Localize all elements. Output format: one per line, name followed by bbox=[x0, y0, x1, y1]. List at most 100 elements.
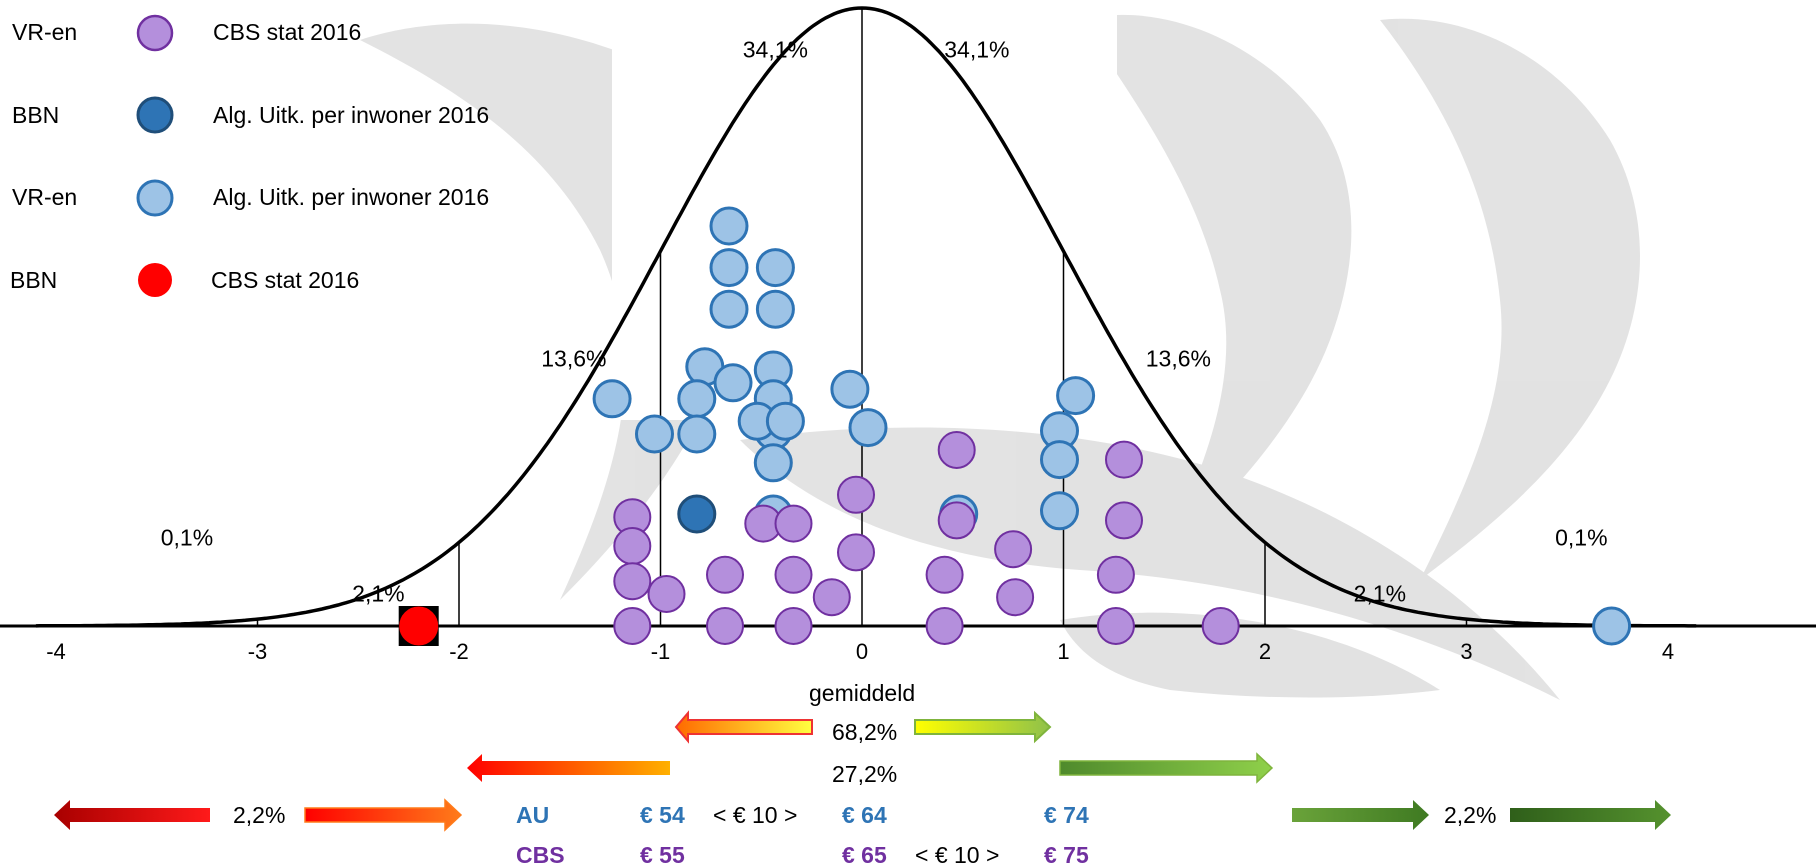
data-point bbox=[996, 578, 1035, 617]
x-tick-label: -1 bbox=[651, 639, 671, 664]
arrow-left-tail-1 bbox=[54, 800, 210, 830]
region-percentage-label: 2,1% bbox=[1354, 580, 1406, 606]
range-27-label: 27,2% bbox=[832, 761, 897, 787]
legend: VR-en CBS stat 2016 BBN Alg. Uitk. per i… bbox=[10, 14, 489, 297]
bell-curve bbox=[35, 6, 1697, 628]
x-tick-label: -2 bbox=[449, 639, 469, 664]
x-tick-label: 3 bbox=[1460, 639, 1472, 664]
data-point bbox=[937, 431, 976, 469]
arrow-right-tail-red bbox=[304, 798, 463, 832]
legend-group-2: BBN bbox=[12, 102, 59, 128]
data-point bbox=[677, 379, 717, 419]
data-point bbox=[1040, 491, 1079, 531]
data-point bbox=[774, 504, 813, 543]
x-tick-label: 2 bbox=[1259, 639, 1271, 664]
legend-marker-4 bbox=[138, 263, 172, 297]
data-point bbox=[677, 494, 717, 534]
data-point bbox=[635, 414, 674, 454]
data-point bbox=[677, 414, 717, 454]
range-68-label: 68,2% bbox=[832, 719, 897, 745]
data-point bbox=[925, 555, 964, 594]
legend-group-3: VR-en bbox=[12, 184, 77, 210]
cbs-step: < € 10 > bbox=[915, 842, 999, 868]
legend-marker-1 bbox=[136, 14, 174, 52]
arrow-right-27 bbox=[1059, 752, 1274, 784]
data-point bbox=[1096, 607, 1135, 645]
arrow-right-68 bbox=[914, 710, 1052, 744]
data-point bbox=[994, 530, 1033, 569]
au-value-2: € 64 bbox=[842, 802, 887, 828]
data-point bbox=[755, 289, 795, 329]
arrow-left-27 bbox=[467, 754, 670, 782]
data-point bbox=[937, 501, 976, 540]
data-point bbox=[592, 379, 632, 419]
data-point bbox=[613, 562, 652, 601]
legend-marker-2 bbox=[136, 96, 174, 134]
data-point bbox=[837, 533, 875, 572]
data-point bbox=[774, 555, 813, 594]
cbs-value-3: € 75 bbox=[1044, 842, 1089, 868]
region-percentage-label: 0,1% bbox=[161, 525, 213, 551]
arrow-right-tail-1 bbox=[1292, 800, 1429, 830]
data-point bbox=[709, 248, 749, 288]
left-tail-label: 2,2% bbox=[233, 802, 285, 828]
cbs-value-2: € 65 bbox=[842, 842, 887, 868]
au-value-3: € 74 bbox=[1044, 802, 1089, 828]
x-axis-ticks: -4 -3 -2 -1 0 1 2 3 4 bbox=[46, 639, 1674, 664]
data-point bbox=[1056, 376, 1096, 416]
data-point bbox=[848, 408, 888, 448]
au-label: AU bbox=[516, 802, 549, 828]
region-percentage-label: 2,1% bbox=[352, 580, 404, 606]
data-point bbox=[713, 363, 753, 403]
region-percentage-label: 34,1% bbox=[743, 36, 808, 62]
legend-group-1: VR-en bbox=[12, 19, 77, 45]
region-percentage-label: 13,6% bbox=[541, 345, 606, 371]
data-point bbox=[755, 248, 795, 288]
data-point bbox=[1592, 606, 1632, 646]
region-labels: 0,1% 2,1% 13,6% 34,1% 34,1% 13,6% 2,1% 0,1% bbox=[161, 36, 1608, 606]
mean-label: gemiddeld bbox=[809, 680, 915, 706]
region-percentage-label: 0,1% bbox=[1555, 525, 1607, 551]
right-tail-label: 2,2% bbox=[1444, 802, 1496, 828]
legend-label-2: Alg. Uitk. per inwoner 2016 bbox=[213, 102, 489, 128]
au-step: < € 10 > bbox=[713, 802, 797, 828]
x-tick-label: -3 bbox=[248, 639, 268, 664]
data-point bbox=[706, 555, 744, 594]
x-tick-label: 1 bbox=[1057, 639, 1069, 664]
arrow-left-68 bbox=[674, 710, 813, 744]
legend-marker-3 bbox=[136, 179, 174, 217]
data-point bbox=[753, 443, 793, 483]
cbs-label: CBS bbox=[516, 842, 565, 868]
data-point bbox=[709, 206, 749, 246]
data-point bbox=[765, 401, 805, 441]
data-point bbox=[1105, 501, 1143, 540]
arrow-right-tail-2 bbox=[1510, 800, 1671, 830]
data-point bbox=[613, 527, 652, 565]
region-percentage-label: 13,6% bbox=[1146, 345, 1211, 371]
data-point bbox=[706, 607, 744, 645]
cbs-value-1: € 55 bbox=[640, 842, 685, 868]
data-point bbox=[647, 575, 686, 613]
data-point bbox=[812, 578, 851, 617]
data-point bbox=[925, 607, 964, 645]
legend-label-3: Alg. Uitk. per inwoner 2016 bbox=[213, 184, 489, 210]
data-point bbox=[1201, 607, 1240, 645]
legend-group-4: BBN bbox=[10, 267, 57, 293]
data-point bbox=[830, 369, 870, 409]
data-point bbox=[1105, 440, 1143, 479]
x-tick-label: -4 bbox=[46, 639, 66, 664]
data-point bbox=[837, 475, 875, 514]
data-point bbox=[774, 607, 813, 645]
bottom-annotations: gemiddeld 68,2% 27,2% 2,2% AU € 54 < € 1… bbox=[54, 680, 1671, 868]
data-point bbox=[1096, 555, 1135, 594]
x-tick-label: 4 bbox=[1662, 639, 1674, 664]
data-point bbox=[1040, 440, 1079, 480]
region-percentage-label: 34,1% bbox=[944, 36, 1009, 62]
x-tick-label: 0 bbox=[856, 639, 868, 664]
legend-label-4: CBS stat 2016 bbox=[211, 267, 359, 293]
data-point bbox=[399, 606, 439, 646]
data-point bbox=[709, 289, 749, 329]
legend-label-1: CBS stat 2016 bbox=[213, 19, 361, 45]
data-point bbox=[613, 607, 652, 645]
